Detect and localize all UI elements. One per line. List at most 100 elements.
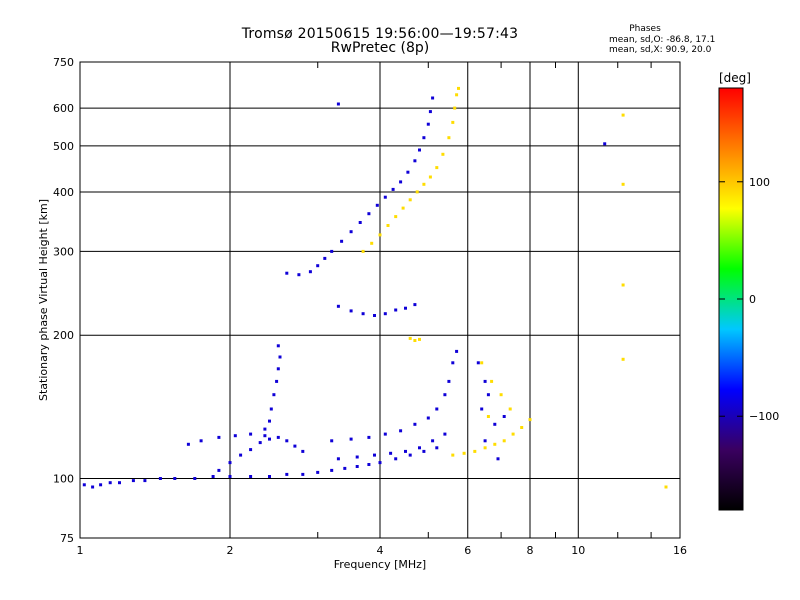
- o-mode-point: [336, 102, 340, 106]
- o-mode-point: [413, 159, 417, 163]
- o-mode-point: [406, 170, 410, 174]
- x-axis-label: Frequency [MHz]: [334, 558, 426, 571]
- o-mode-point: [422, 449, 426, 453]
- o-mode-point: [493, 422, 497, 426]
- colorbar-label: [deg]: [719, 71, 751, 85]
- o-mode-point: [418, 148, 421, 152]
- o-mode-point: [399, 429, 403, 433]
- x-tick-label: 10: [571, 544, 585, 557]
- o-mode-point: [399, 180, 403, 184]
- y-tick-label: 400: [53, 186, 74, 199]
- o-mode-point: [228, 461, 232, 465]
- o-mode-point: [426, 122, 430, 126]
- colorbar-tick-label: −100: [749, 410, 779, 423]
- o-mode-point: [349, 230, 353, 234]
- x-mode-point: [453, 106, 457, 110]
- x-mode-point: [528, 418, 532, 422]
- x-mode-point: [490, 379, 494, 383]
- o-mode-point: [268, 419, 271, 423]
- o-mode-point: [502, 415, 506, 418]
- o-mode-point: [373, 314, 376, 317]
- o-mode-point: [199, 439, 203, 443]
- o-mode-point: [355, 465, 359, 468]
- y-axis-ticks: 75 100 200 300 400 500 600 750: [53, 56, 74, 545]
- o-mode-point: [249, 475, 253, 478]
- chart-title-line2: RwPretec (8p): [330, 40, 430, 56]
- x-mode-point: [621, 113, 625, 117]
- x-mode-point: [486, 415, 490, 418]
- o-mode-point: [408, 453, 412, 457]
- colorbar-ticks: −100 0 100: [719, 176, 779, 423]
- o-mode-point: [268, 475, 271, 478]
- y-tick-label: 500: [53, 140, 74, 153]
- x-mode-point: [435, 166, 439, 170]
- x-mode-point: [408, 336, 412, 340]
- x-mode-point: [457, 86, 460, 90]
- x-mode-point: [520, 426, 524, 429]
- plot-frame: [79, 61, 681, 539]
- o-mode-point: [99, 483, 103, 487]
- o-mode-point: [316, 470, 320, 474]
- o-mode-point: [297, 273, 301, 277]
- y-tick-label: 200: [53, 329, 74, 342]
- o-mode-point: [211, 475, 215, 478]
- o-mode-point: [413, 303, 417, 307]
- o-mode-point: [285, 271, 289, 275]
- o-mode-point: [301, 472, 305, 476]
- x-mode-point: [441, 152, 445, 156]
- o-mode-point: [443, 393, 447, 397]
- phase-stats-title: Phases: [629, 24, 661, 34]
- o-mode-point: [428, 110, 432, 114]
- x-mode-point: [480, 361, 484, 365]
- o-mode-point: [193, 477, 197, 480]
- o-mode-point: [496, 457, 500, 461]
- o-mode-point: [308, 270, 312, 274]
- x-mode-point: [401, 206, 405, 210]
- o-mode-point: [276, 435, 280, 439]
- x-mode-point: [511, 432, 515, 436]
- x-mode-point: [394, 215, 398, 219]
- o-mode-point: [455, 349, 459, 353]
- o-mode-point: [285, 472, 289, 476]
- o-mode-point: [316, 264, 320, 268]
- o-mode-point: [367, 463, 371, 466]
- o-mode-point: [358, 221, 362, 224]
- o-mode-point: [355, 455, 359, 459]
- x-mode-point: [483, 446, 487, 450]
- phase-stats-o-line: mean, sd,O: -86.8, 17.1: [609, 35, 716, 45]
- o-mode-point: [404, 449, 407, 453]
- o-mode-point: [217, 468, 221, 472]
- o-mode-point: [336, 304, 340, 308]
- o-mode-point: [447, 379, 451, 383]
- o-mode-point: [275, 379, 279, 383]
- y-tick-label: 750: [53, 56, 74, 69]
- x-mode-point: [455, 93, 459, 97]
- data-points: [82, 86, 668, 489]
- x-mode-point: [386, 224, 390, 227]
- o-mode-point: [336, 457, 340, 461]
- o-mode-point: [483, 439, 487, 443]
- x-mode-point: [462, 451, 466, 455]
- x-mode-point: [413, 339, 417, 342]
- x-tick-label: 1: [77, 544, 84, 557]
- x-tick-label: 16: [673, 544, 687, 557]
- o-mode-point: [131, 479, 135, 483]
- o-mode-point: [233, 434, 237, 438]
- o-mode-point: [349, 437, 353, 441]
- o-mode-point: [361, 312, 365, 316]
- x-mode-point: [378, 233, 382, 237]
- o-mode-point: [323, 256, 327, 260]
- o-mode-point: [418, 446, 421, 450]
- x-tick-label: 6: [464, 544, 471, 557]
- o-mode-point: [186, 442, 190, 446]
- o-mode-point: [258, 441, 262, 445]
- o-mode-point: [413, 422, 417, 426]
- o-mode-point: [108, 481, 112, 485]
- o-mode-point: [249, 432, 253, 436]
- o-mode-point: [349, 309, 353, 313]
- y-axis-label: Stationary phase Virtual Height [km]: [37, 199, 50, 401]
- x-mode-point: [415, 190, 419, 194]
- o-mode-point: [431, 96, 435, 100]
- x-mode-point: [493, 442, 497, 446]
